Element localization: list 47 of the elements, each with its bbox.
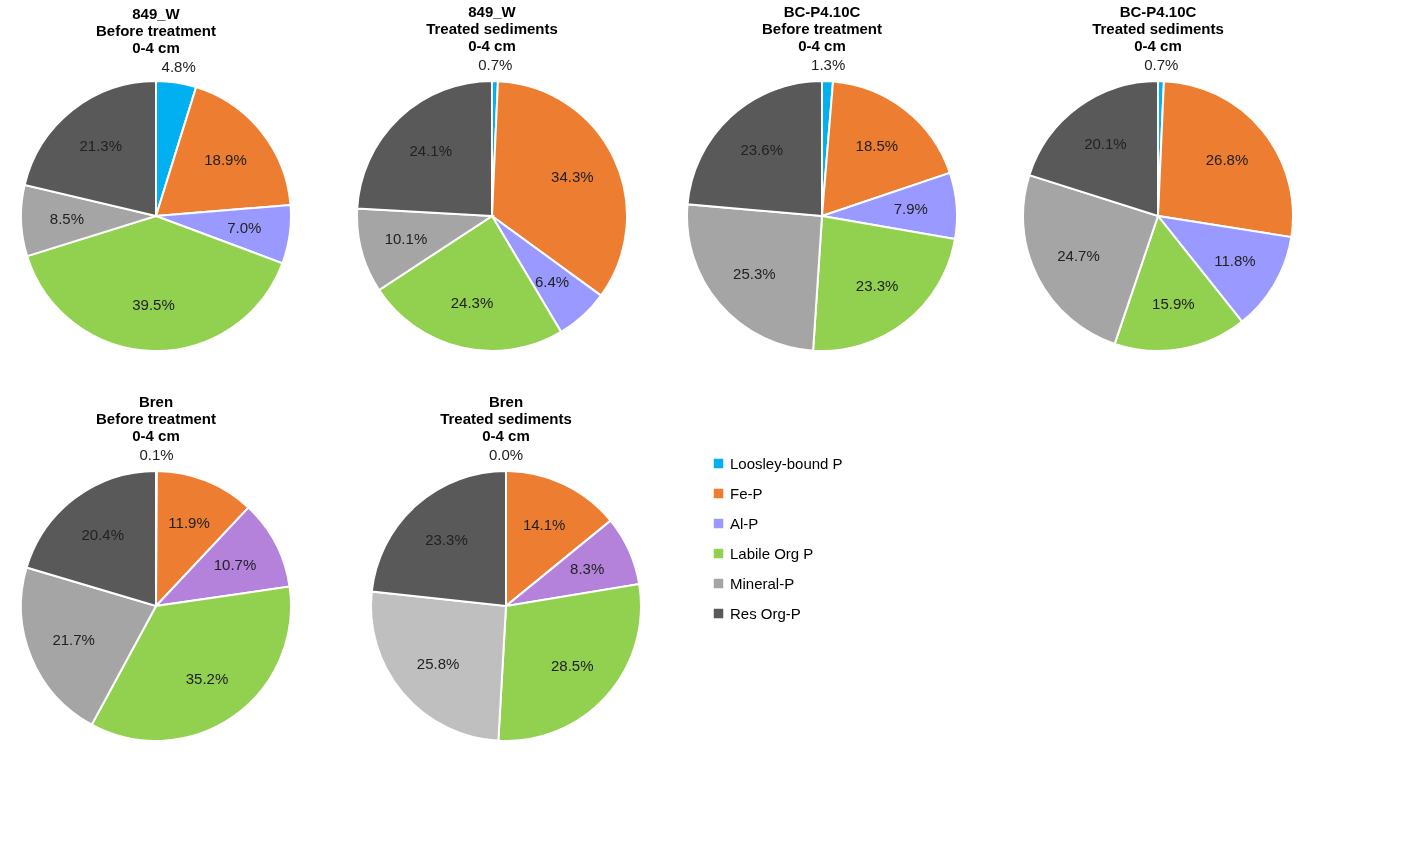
data-label: 7.9% [893, 200, 928, 218]
chart-title: Bren Before treatment 0-4 cm [95, 393, 217, 444]
data-label: 28.5% [551, 656, 594, 674]
data-label: 24.3% [450, 293, 494, 311]
data-label: 4.8% [161, 57, 196, 75]
data-label: 23.6% [740, 141, 784, 159]
legend-label: Labile Org P [730, 544, 814, 562]
data-label: 10.1% [384, 230, 428, 248]
data-label: 10.7% [213, 555, 257, 573]
chart-title: BC-P4.10C Treated sediments 0-4 cm [1092, 3, 1224, 55]
data-label: 26.8% [1205, 150, 1249, 168]
data-label: 25.8% [416, 654, 460, 672]
chart-title: 849_W Treated sediments 0-4 cm [426, 3, 558, 55]
legend-label: Loosley-bound P [730, 454, 843, 472]
data-label: 8.3% [570, 560, 605, 578]
data-label: 11.9% [168, 514, 210, 532]
chart-title: 849_W Before treatment 0-4 cm [95, 4, 217, 56]
data-label: 20.4% [81, 525, 124, 543]
data-label: 35.2% [185, 670, 229, 688]
data-label: 0.7% [1144, 56, 1179, 74]
chart-title: BC-P4.10C Before treatment 0-4 cm [761, 3, 883, 55]
data-label: 21.3% [79, 137, 122, 155]
legend-label: Res Org-P [730, 604, 801, 622]
legend-label: Al-P [730, 514, 759, 532]
data-label: 6.4% [534, 272, 570, 290]
data-label: 24.1% [409, 142, 453, 160]
data-label: 7.0% [227, 219, 262, 237]
data-label: 25.3% [733, 265, 776, 283]
data-label: 14.1% [522, 516, 566, 534]
chart-title: Bren Treated sediments 0-4 cm [440, 393, 572, 444]
data-label: 8.5% [49, 210, 85, 228]
data-label: 15.9% [1152, 294, 1195, 312]
data-label: 34.3% [551, 168, 594, 186]
data-label: 23.3% [425, 530, 468, 548]
data-label: 24.7% [1057, 247, 1100, 265]
legend-label: Mineral-P [730, 574, 795, 592]
data-label: 1.3% [811, 56, 846, 74]
data-label: 0.1% [139, 446, 174, 463]
legend-label: Fe-P [730, 484, 763, 502]
data-label: 18.9% [204, 151, 247, 169]
data-label: 18.5% [855, 136, 899, 154]
data-label: 0.7% [478, 56, 513, 74]
text: 0.0% [488, 446, 524, 463]
data-label: 11.8% [1214, 251, 1256, 269]
data-label: 21.7% [52, 631, 95, 649]
data-label: 23.3% [855, 277, 899, 295]
data-label: 39.5% [132, 296, 175, 314]
